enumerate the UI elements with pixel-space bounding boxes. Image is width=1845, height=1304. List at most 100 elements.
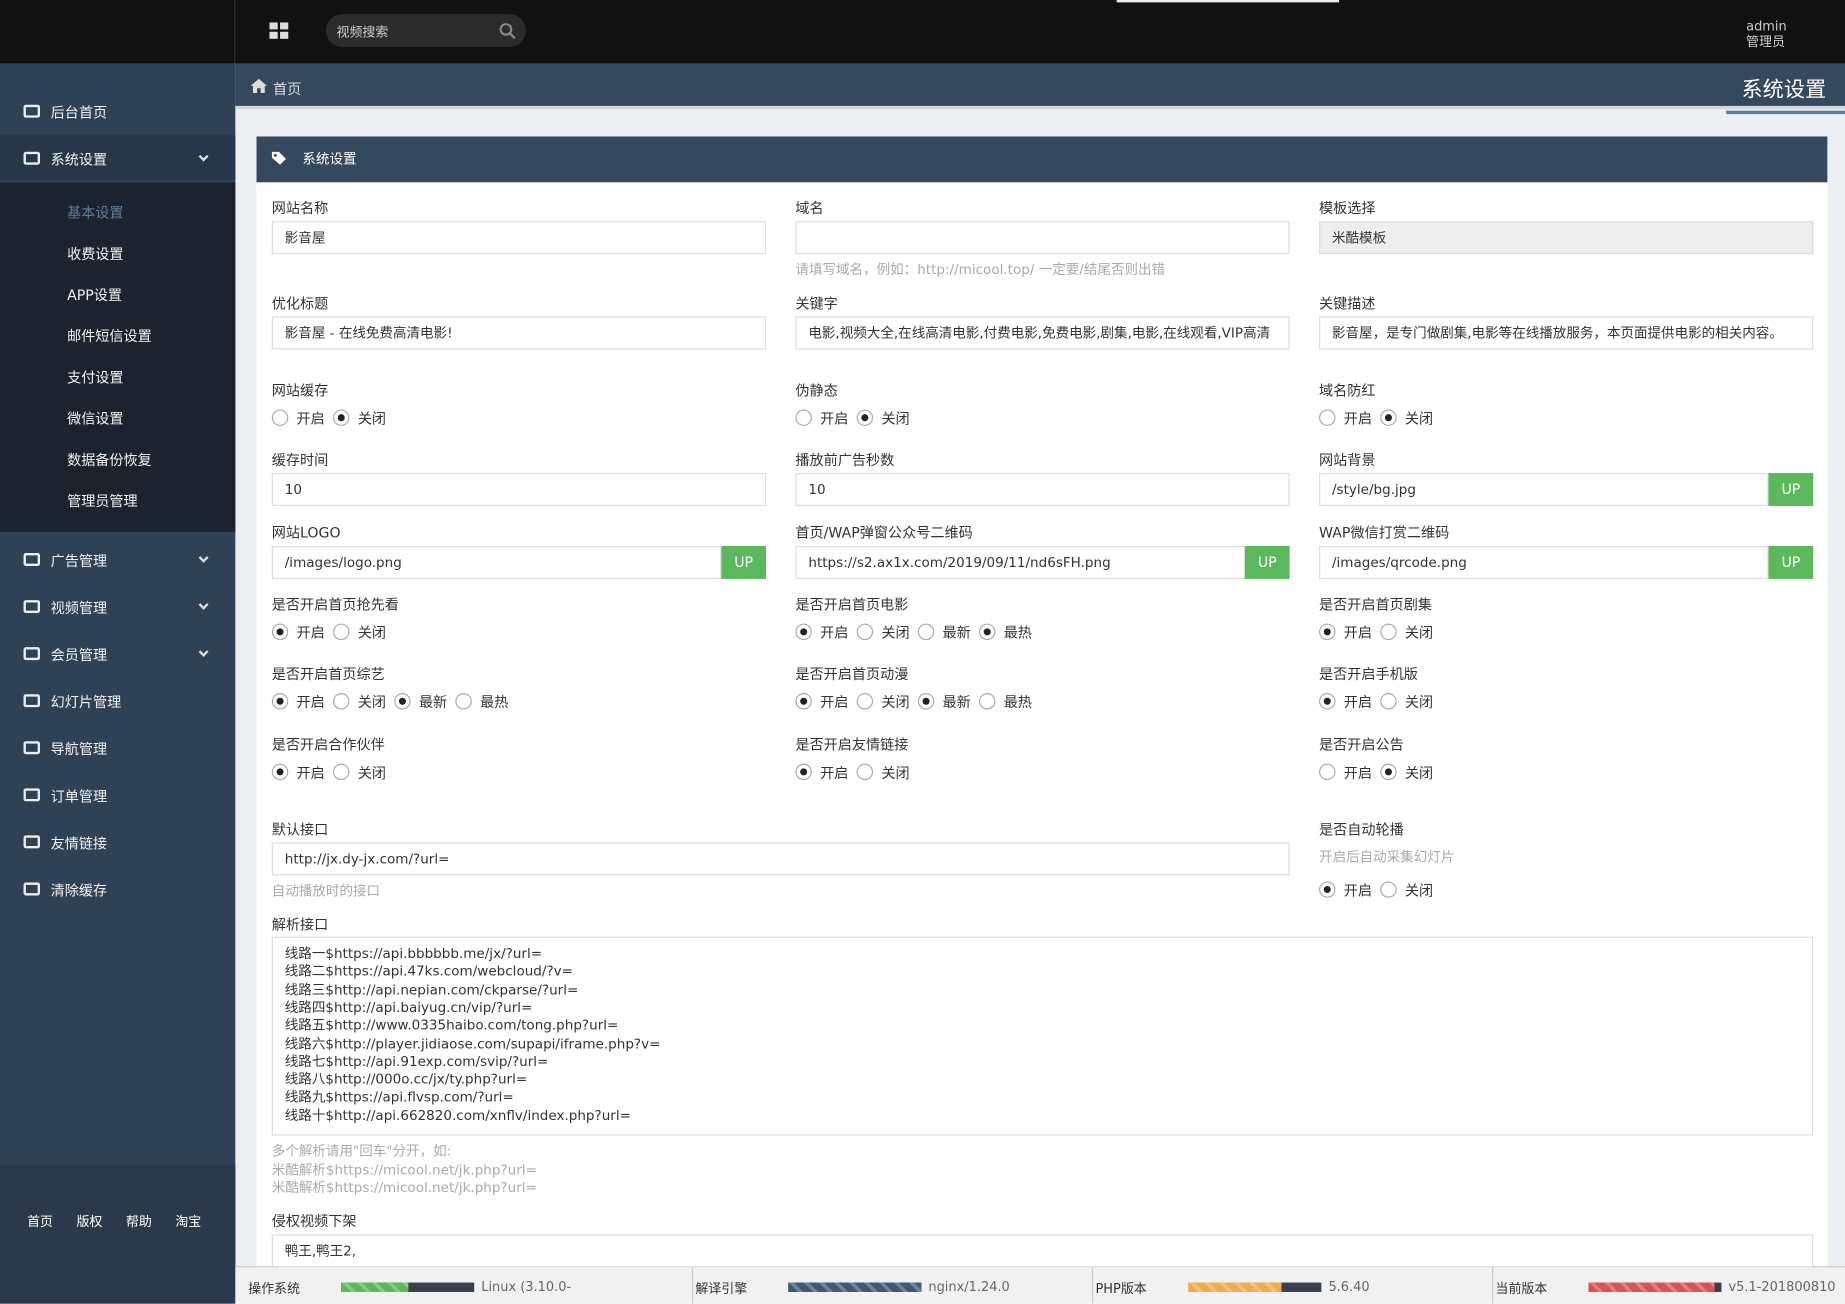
field-label: 是否开启手机版 — [1319, 665, 1418, 683]
text-input[interactable]: /style/bg.jpg — [1319, 473, 1769, 506]
radio[interactable] — [795, 763, 812, 781]
upload-button[interactable]: UP — [1768, 545, 1814, 579]
radio[interactable] — [1380, 693, 1397, 710]
text-input[interactable] — [795, 221, 1290, 255]
radio[interactable] — [856, 409, 874, 426]
radio[interactable] — [1319, 763, 1336, 781]
radio[interactable] — [332, 409, 350, 426]
breadcrumb-home[interactable]: 首页 — [272, 81, 302, 98]
radio[interactable] — [1319, 623, 1336, 641]
radio[interactable] — [856, 693, 874, 710]
radio[interactable] — [1380, 623, 1397, 641]
textarea[interactable] — [271, 936, 1814, 1136]
radio-label: 最热 — [1003, 624, 1032, 642]
radio[interactable] — [795, 623, 812, 641]
radio-label: 最热 — [480, 694, 509, 711]
radio[interactable] — [455, 693, 472, 710]
field-label: 是否开启友情链接 — [795, 736, 909, 754]
radio[interactable] — [1380, 881, 1397, 898]
menu-item[interactable]: 广告管理 — [50, 553, 108, 570]
radio[interactable] — [394, 693, 411, 710]
radio[interactable] — [856, 623, 874, 641]
field-label: 域名 — [795, 200, 824, 217]
menu-item[interactable]: 系统设置 — [50, 151, 108, 169]
search-placeholder: 视频搜索 — [336, 24, 389, 41]
radio-label: 开启 — [820, 624, 849, 642]
radio[interactable] — [1319, 409, 1336, 426]
radio[interactable] — [332, 763, 350, 781]
text-input[interactable]: 10 — [795, 473, 1290, 506]
radio[interactable] — [271, 693, 289, 710]
radio[interactable] — [978, 693, 996, 710]
menu-item[interactable]: 幻灯片管理 — [50, 694, 122, 711]
text-input[interactable]: 影音屋 - 在线免费高清电影! — [271, 316, 767, 350]
status-divider — [1091, 1267, 1094, 1304]
upload-button[interactable]: UP — [721, 545, 767, 579]
field-label: 是否开启公告 — [1319, 736, 1404, 754]
radio[interactable] — [271, 409, 289, 426]
search-box[interactable] — [325, 14, 526, 48]
radio[interactable] — [1319, 693, 1336, 710]
menu-item[interactable]: 订单管理 — [50, 788, 108, 805]
search-icon[interactable] — [499, 22, 517, 40]
upload-button[interactable]: UP — [1768, 473, 1814, 506]
menu-item[interactable]: 会员管理 — [50, 647, 108, 664]
radio[interactable] — [795, 693, 812, 710]
text-input[interactable]: http://jx.dy-jx.com/?url= — [271, 842, 1290, 876]
upload-button[interactable]: UP — [1244, 545, 1290, 579]
field-label: 是否开启首页综艺 — [271, 665, 385, 683]
sidebar-footer — [0, 1164, 236, 1304]
radio[interactable] — [1380, 763, 1397, 781]
submenu-item[interactable]: 收费设置 — [67, 245, 124, 263]
text-input[interactable]: 影音屋 — [271, 221, 767, 255]
menu-item[interactable]: 视频管理 — [50, 600, 108, 617]
submenu-item[interactable]: 基本设置 — [67, 204, 124, 222]
radio[interactable] — [917, 693, 935, 710]
field-hint: 开启后自动采集幻灯片 — [1319, 848, 1455, 865]
radio[interactable] — [856, 763, 874, 781]
menu-item[interactable]: 清除缓存 — [50, 882, 108, 899]
text-input[interactable]: 鸭王,鸭王2, — [271, 1234, 1814, 1268]
text-input[interactable]: /images/logo.png — [271, 545, 722, 579]
submenu-item[interactable]: APP设置 — [67, 287, 123, 304]
textarea-line: 线路九$https://api.flvsp.com/?url= — [284, 1088, 514, 1106]
menu-toggle-icon[interactable] — [269, 22, 290, 41]
radio[interactable] — [795, 409, 812, 426]
footer-link[interactable]: 淘宝 — [175, 1214, 202, 1230]
submenu-item[interactable]: 邮件短信设置 — [67, 328, 152, 345]
text-input[interactable]: https://s2.ax1x.com/2019/09/11/nd6sFH.pn… — [795, 545, 1245, 579]
footer-link[interactable]: 版权 — [76, 1214, 103, 1230]
menu-item[interactable]: 导航管理 — [50, 741, 108, 758]
radio-label: 开启 — [1343, 410, 1373, 428]
submenu-item[interactable]: 数据备份恢复 — [67, 451, 152, 469]
submenu-item[interactable]: 微信设置 — [67, 410, 124, 428]
footer-link[interactable]: 首页 — [27, 1214, 53, 1230]
user-name[interactable]: admin — [1746, 18, 1787, 35]
submenu-item[interactable]: 支付设置 — [67, 369, 124, 386]
menu-item[interactable]: 后台首页 — [50, 104, 108, 122]
radio[interactable] — [332, 623, 350, 641]
menu-item[interactable]: 友情链接 — [50, 835, 108, 852]
submenu-item[interactable]: 管理员管理 — [67, 493, 138, 510]
status-value: v5.1-201800810 — [1728, 1279, 1836, 1295]
menu-icon — [23, 600, 41, 614]
text-input[interactable]: /images/qrcode.png — [1319, 545, 1769, 579]
footer-link[interactable]: 帮助 — [125, 1214, 152, 1230]
radio[interactable] — [271, 623, 289, 641]
radio[interactable] — [332, 693, 350, 710]
field-label: 是否开启首页动漫 — [795, 665, 909, 683]
text-input[interactable]: 电影,视频大全,在线高清电影,付费电影,免费电影,剧集,电影,在线观看,VIP高… — [795, 316, 1290, 350]
field-label: 缓存时间 — [271, 451, 329, 469]
radio-label: 关闭 — [1404, 764, 1434, 782]
text-input[interactable]: 10 — [271, 473, 767, 506]
menu-icon — [23, 741, 41, 755]
radio[interactable] — [917, 623, 935, 641]
radio[interactable] — [1319, 881, 1336, 898]
radio[interactable] — [1380, 409, 1397, 426]
text-input[interactable]: 影音屋，是专门做剧集,电影等在线播放服务，本页面提供电影的相关内容。 — [1319, 316, 1814, 350]
field-label: 优化标题 — [271, 295, 329, 312]
status-label: 操作系统 — [248, 1281, 301, 1297]
radio[interactable] — [978, 623, 996, 641]
textarea-line: 线路二$https://api.47ks.com/webcloud/?v= — [284, 962, 573, 980]
radio[interactable] — [271, 763, 289, 781]
